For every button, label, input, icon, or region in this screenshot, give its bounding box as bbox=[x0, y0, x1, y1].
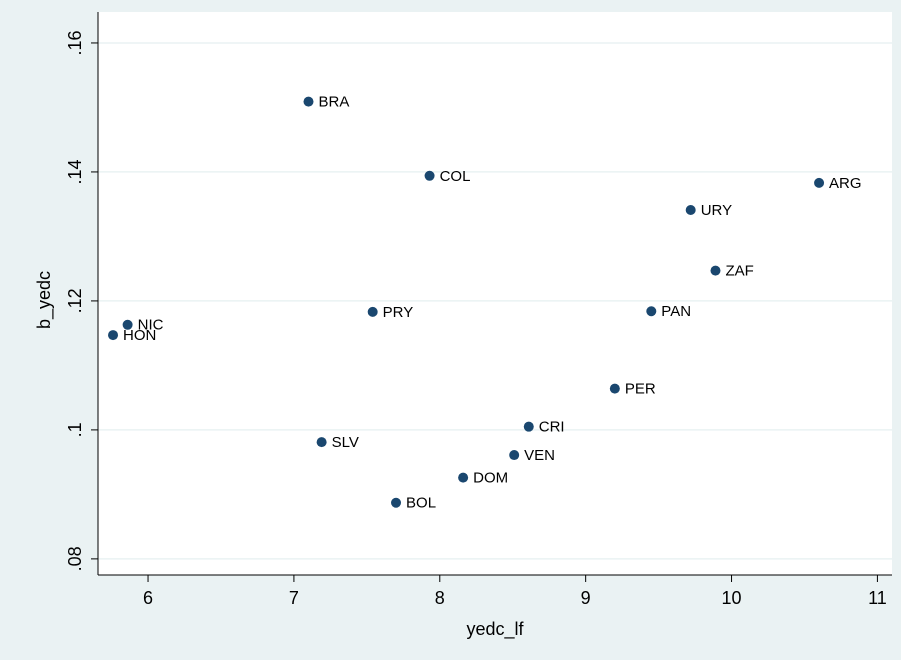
point-label: ARG bbox=[829, 175, 862, 192]
point-label: PAN bbox=[661, 303, 691, 320]
point bbox=[523, 421, 534, 432]
point-label: COL bbox=[440, 168, 471, 185]
y-tick-label: .1 bbox=[65, 422, 85, 437]
point bbox=[509, 450, 520, 461]
point bbox=[122, 319, 133, 330]
x-axis-title: yedc_lf bbox=[466, 619, 524, 640]
point bbox=[685, 204, 696, 215]
point bbox=[814, 177, 825, 188]
y-tick-label: .12 bbox=[65, 288, 85, 313]
x-tick-label: 9 bbox=[581, 588, 591, 608]
point bbox=[108, 330, 119, 341]
x-tick-label: 10 bbox=[722, 588, 742, 608]
point bbox=[646, 306, 657, 317]
point-label: NIC bbox=[138, 317, 164, 334]
point-label: PER bbox=[625, 381, 656, 398]
y-tick-label: .16 bbox=[65, 30, 85, 55]
point bbox=[303, 96, 314, 107]
point bbox=[458, 472, 469, 483]
x-tick-label: 11 bbox=[868, 588, 887, 608]
point-label: PRY bbox=[383, 304, 414, 321]
point-label: HON bbox=[123, 327, 156, 344]
x-tick-label: 7 bbox=[289, 588, 299, 608]
point-label: CRI bbox=[539, 419, 565, 436]
x-tick-label: 6 bbox=[143, 588, 153, 608]
point-label: BOL bbox=[406, 495, 436, 512]
point bbox=[424, 170, 435, 181]
point-label: URY bbox=[701, 202, 732, 219]
y-axis-title: b_yedc bbox=[34, 271, 55, 329]
point-label: DOM bbox=[473, 470, 508, 487]
point bbox=[367, 306, 378, 317]
point-label: BRA bbox=[318, 94, 349, 111]
point bbox=[710, 265, 721, 276]
point-label: ZAF bbox=[725, 263, 753, 280]
point bbox=[316, 437, 327, 448]
point bbox=[391, 497, 402, 508]
point-label: VEN bbox=[524, 447, 555, 464]
point-label: SLV bbox=[332, 434, 359, 451]
point bbox=[609, 383, 620, 394]
y-tick-label: .08 bbox=[65, 546, 85, 571]
y-tick-label: .14 bbox=[65, 159, 85, 184]
x-tick-label: 8 bbox=[435, 588, 445, 608]
plot-area bbox=[98, 12, 892, 575]
